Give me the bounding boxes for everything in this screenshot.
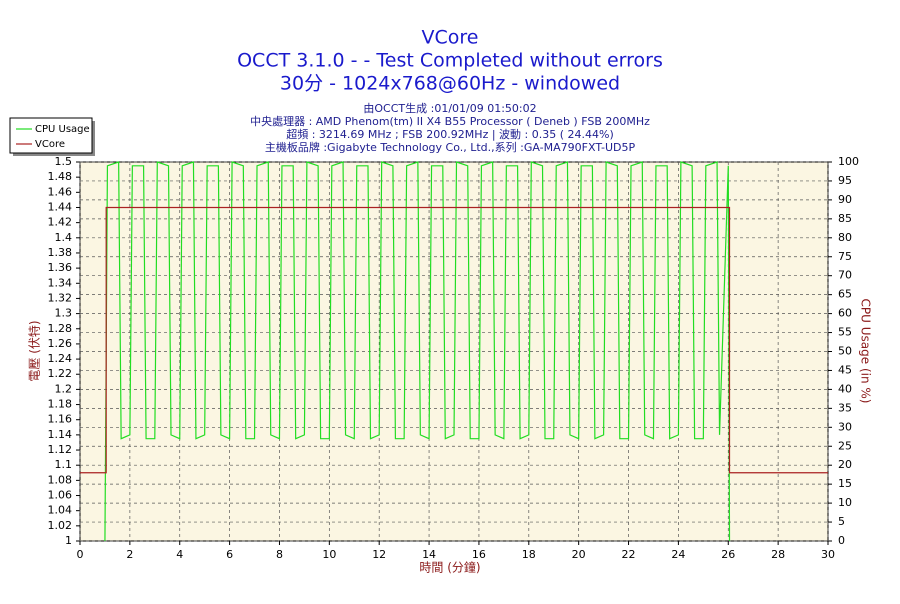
x-tick-label: 22 bbox=[622, 548, 636, 561]
y2-axis-label: CPU Usage (in %) bbox=[859, 299, 873, 404]
x-tick-label: 14 bbox=[422, 548, 436, 561]
y2-tick-label: 100 bbox=[838, 155, 859, 168]
y2-tick-label: 10 bbox=[838, 496, 852, 509]
y2-tick-label: 60 bbox=[838, 307, 852, 320]
y-tick-label: 1.46 bbox=[48, 185, 73, 198]
y2-tick-label: 95 bbox=[838, 174, 852, 187]
y-tick-label: 1.3 bbox=[55, 307, 73, 320]
legend-label: VCore bbox=[35, 139, 65, 150]
y2-tick-label: 75 bbox=[838, 250, 852, 263]
x-tick-label: 18 bbox=[522, 548, 536, 561]
series-line bbox=[80, 206, 828, 474]
y2-tick-label: 85 bbox=[838, 212, 852, 225]
y-tick-label: 1.02 bbox=[48, 519, 73, 532]
y-tick-label: 1.08 bbox=[48, 473, 73, 486]
y-tick-label: 1.36 bbox=[48, 261, 73, 274]
y2-tick-label: 15 bbox=[838, 477, 852, 490]
legend bbox=[9, 117, 93, 154]
y2-tick-label: 35 bbox=[838, 401, 852, 414]
x-tick-label: 4 bbox=[176, 548, 183, 561]
y-tick-label: 1.44 bbox=[48, 200, 73, 213]
y-tick-label: 1.32 bbox=[48, 291, 73, 304]
x-tick-label: 16 bbox=[472, 548, 486, 561]
series-line bbox=[104, 161, 731, 542]
y2-tick-label: 20 bbox=[838, 458, 852, 471]
y-tick-label: 1.16 bbox=[48, 413, 73, 426]
y2-tick-label: 45 bbox=[838, 363, 852, 376]
y2-tick-label: 65 bbox=[838, 288, 852, 301]
info-line: 超頻 : 3214.69 MHz ; FSB 200.92MHz | 波動 : … bbox=[286, 127, 614, 141]
y-tick-label: 1.28 bbox=[48, 322, 73, 335]
x-tick-label: 30 bbox=[821, 548, 835, 561]
y2-tick-label: 5 bbox=[838, 515, 845, 528]
legend-label: CPU Usage bbox=[35, 124, 90, 135]
x-axis-label: 時間 (分鐘) bbox=[419, 560, 480, 575]
x-tick-label: 10 bbox=[322, 548, 336, 561]
y-tick-label: 1.04 bbox=[48, 504, 73, 517]
y-tick-label: 1.5 bbox=[55, 155, 73, 168]
y-tick-label: 1.2 bbox=[55, 382, 73, 395]
x-tick-label: 26 bbox=[721, 548, 735, 561]
y-tick-label: 1.14 bbox=[48, 428, 73, 441]
y2-tick-label: 90 bbox=[838, 193, 852, 206]
info-line: 主機板品牌 :Gigabyte Technology Co., Ltd.,系列 … bbox=[265, 140, 636, 154]
y2-tick-label: 50 bbox=[838, 345, 852, 358]
y-tick-label: 1.18 bbox=[48, 398, 73, 411]
y-tick-label: 1.26 bbox=[48, 337, 73, 350]
y2-tick-label: 55 bbox=[838, 326, 852, 339]
x-tick-label: 2 bbox=[126, 548, 133, 561]
info-line: 中央處理器 : AMD Phenom(tm) II X4 B55 Process… bbox=[250, 114, 650, 128]
x-tick-label: 8 bbox=[276, 548, 283, 561]
chart-subtitle: OCCT 3.1.0 - - Test Completed without er… bbox=[237, 50, 663, 72]
y-tick-label: 1.12 bbox=[48, 443, 73, 456]
x-tick-label: 20 bbox=[572, 548, 586, 561]
x-tick-label: 0 bbox=[77, 548, 84, 561]
y-tick-label: 1.4 bbox=[55, 231, 73, 244]
y2-tick-label: 0 bbox=[838, 534, 845, 547]
y-tick-label: 1.42 bbox=[48, 216, 73, 229]
y2-tick-label: 80 bbox=[838, 231, 852, 244]
x-tick-label: 24 bbox=[671, 548, 685, 561]
y2-tick-label: 25 bbox=[838, 439, 852, 452]
y2-tick-label: 70 bbox=[838, 269, 852, 282]
y-tick-label: 1 bbox=[65, 534, 72, 547]
y-tick-label: 1.48 bbox=[48, 170, 73, 183]
y2-tick-label: 30 bbox=[838, 420, 852, 433]
y2-tick-label: 40 bbox=[838, 382, 852, 395]
y-axis-label: 電壓 (伏特) bbox=[27, 320, 42, 381]
x-tick-label: 28 bbox=[771, 548, 785, 561]
x-tick-label: 12 bbox=[372, 548, 386, 561]
y-tick-label: 1.34 bbox=[48, 276, 73, 289]
y-tick-label: 1.22 bbox=[48, 367, 73, 380]
x-tick-label: 6 bbox=[226, 548, 233, 561]
chart-title: VCore bbox=[422, 27, 479, 49]
y-tick-label: 1.38 bbox=[48, 246, 73, 259]
info-line: 由OCCT生成 :01/01/09 01:50:02 bbox=[363, 101, 536, 115]
y-tick-label: 1.24 bbox=[48, 352, 73, 365]
y-tick-label: 1.06 bbox=[48, 489, 73, 502]
chart-subtitle: 30分 - 1024x768@60Hz - windowed bbox=[280, 73, 620, 95]
y-tick-label: 1.1 bbox=[55, 458, 73, 471]
